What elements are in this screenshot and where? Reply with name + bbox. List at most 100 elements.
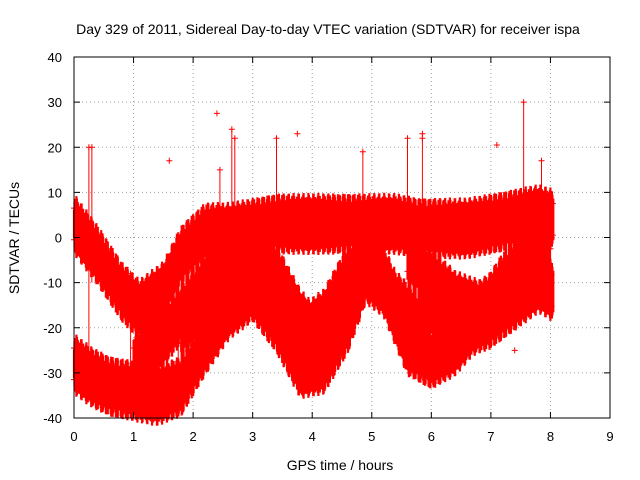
data-point (448, 334, 455, 341)
data-point (429, 292, 436, 299)
data-point (427, 321, 434, 328)
data-point (316, 353, 323, 360)
data-point (328, 286, 335, 293)
data-point (121, 275, 128, 282)
data-point (130, 376, 137, 383)
y-tick-label: 40 (48, 50, 62, 65)
data-point (506, 233, 513, 240)
data-point (238, 278, 245, 285)
data-point (169, 338, 176, 345)
data-point (121, 306, 128, 313)
spike-marker (175, 248, 182, 255)
data-point (203, 356, 210, 363)
data-point (374, 244, 381, 251)
data-point (238, 246, 245, 253)
data-point (144, 365, 151, 372)
data-point (416, 313, 423, 320)
data-point (503, 233, 510, 240)
data-point (378, 252, 385, 259)
data-point (504, 272, 511, 279)
data-point (443, 305, 450, 312)
data-point (292, 308, 299, 315)
data-point (103, 249, 110, 256)
data-point (415, 246, 422, 253)
data-point (417, 334, 424, 341)
data-point (474, 207, 481, 214)
data-point (364, 236, 371, 243)
data-point (415, 278, 422, 285)
data-point (256, 313, 263, 320)
data-point (228, 292, 235, 299)
data-point (196, 368, 203, 375)
data-point (356, 243, 363, 250)
data-point (543, 247, 550, 254)
data-point (500, 307, 507, 314)
data-point (199, 292, 206, 299)
data-point (461, 285, 468, 292)
data-point (199, 324, 206, 331)
data-point (335, 304, 342, 311)
data-point (238, 211, 245, 218)
data-point (187, 282, 194, 289)
data-point (431, 370, 438, 377)
data-point (533, 251, 540, 258)
data-point (331, 279, 338, 286)
data-point (475, 322, 482, 329)
data-point (327, 347, 334, 354)
data-point (442, 364, 449, 371)
data-point (110, 368, 117, 375)
data-point (169, 306, 176, 313)
data-point (209, 257, 216, 264)
data-point (213, 340, 220, 347)
data-point (188, 332, 195, 339)
data-point (134, 342, 141, 349)
data-point (449, 359, 456, 366)
data-point (178, 268, 185, 275)
data-point (392, 281, 399, 288)
data-point (113, 400, 120, 407)
data-point (313, 377, 320, 384)
data-point (162, 315, 169, 322)
spike-marker (88, 144, 95, 151)
data-point (466, 339, 473, 346)
data-point (267, 294, 274, 301)
data-point (267, 328, 274, 335)
data-point (278, 345, 285, 352)
x-tick-label: 4 (309, 429, 316, 444)
data-point (274, 306, 281, 313)
data-point (153, 309, 160, 316)
data-point (96, 270, 103, 277)
data-point (228, 213, 235, 220)
data-point (142, 286, 149, 293)
data-point (235, 251, 242, 258)
data-point (503, 202, 510, 209)
data-point (435, 368, 442, 375)
data-point (256, 244, 263, 251)
data-point (396, 316, 403, 323)
data-point (285, 327, 292, 334)
data-point (410, 298, 417, 305)
data-point (160, 405, 167, 412)
data-point (504, 304, 511, 311)
outlier-point (294, 130, 301, 137)
data-point (131, 317, 138, 324)
data-point (348, 302, 355, 309)
data-point (184, 287, 191, 294)
data-point (149, 407, 156, 414)
data-point (508, 269, 515, 276)
data-point (371, 268, 378, 275)
data-point (260, 318, 267, 325)
data-point (522, 287, 529, 294)
data-point (238, 312, 245, 319)
data-point (342, 259, 349, 266)
data-point (496, 235, 503, 242)
data-point (410, 208, 417, 215)
data-point (425, 257, 432, 264)
data-point (134, 373, 141, 380)
data-point (249, 304, 256, 311)
data-point (144, 334, 151, 341)
data-point (106, 254, 113, 261)
data-point (487, 331, 494, 338)
data-point (549, 232, 556, 239)
data-point (396, 237, 403, 244)
